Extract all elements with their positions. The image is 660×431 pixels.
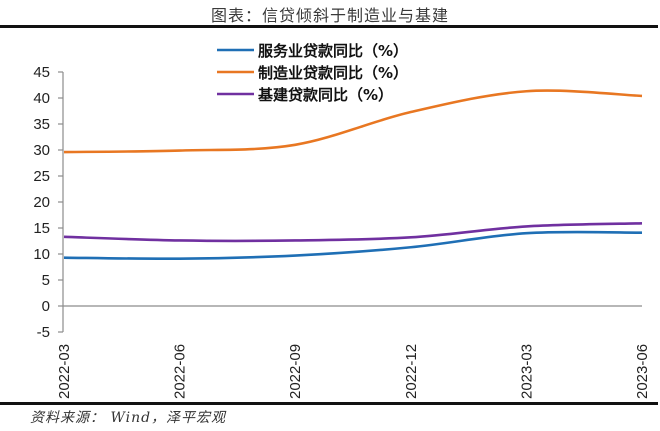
y-tick-label: 25 <box>33 168 50 185</box>
y-tick-label: 40 <box>33 90 50 107</box>
legend-label: 服务业贷款同比（%） <box>258 42 408 60</box>
y-tick-label: 45 <box>33 64 50 81</box>
legend-label: 基建贷款同比（%） <box>257 86 393 104</box>
series-line <box>63 89 643 154</box>
legend: 服务业贷款同比（%） 制造业贷款同比（%） 基建贷款同比（%） <box>217 42 408 104</box>
x-tick-label: 2022-06 <box>172 344 189 399</box>
y-tick-label: 30 <box>33 142 50 159</box>
series-line <box>63 230 643 261</box>
y-tick-label: 35 <box>33 116 50 133</box>
x-tick-label: 2023-06 <box>634 344 651 399</box>
bottom-divider <box>0 402 658 405</box>
top-divider <box>0 25 658 28</box>
x-tick-label: 2022-03 <box>56 344 73 399</box>
y-tick-label: 20 <box>33 194 50 211</box>
legend-label: 制造业贷款同比（%） <box>258 64 408 82</box>
x-tick-label: 2023-03 <box>518 344 535 399</box>
source-note: 资料来源： Wind，泽平宏观 <box>30 410 227 426</box>
y-tick-label: 0 <box>42 298 50 315</box>
y-tick-label: 15 <box>33 220 50 237</box>
x-tick-label: 2022-12 <box>403 344 420 399</box>
series-line <box>63 222 643 243</box>
y-tick-label: 10 <box>33 246 50 263</box>
chart-title: 图表：信贷倾斜于制造业与基建 <box>210 6 449 25</box>
axes: -5 0 5 10 15 20 25 30 35 40 45 2022-03 2022-06 2022-0… <box>33 64 651 399</box>
x-tick-label: 2022-09 <box>287 344 304 399</box>
y-tick-label: -5 <box>37 324 50 341</box>
y-tick-label: 5 <box>42 272 50 289</box>
series-lines <box>63 89 643 261</box>
